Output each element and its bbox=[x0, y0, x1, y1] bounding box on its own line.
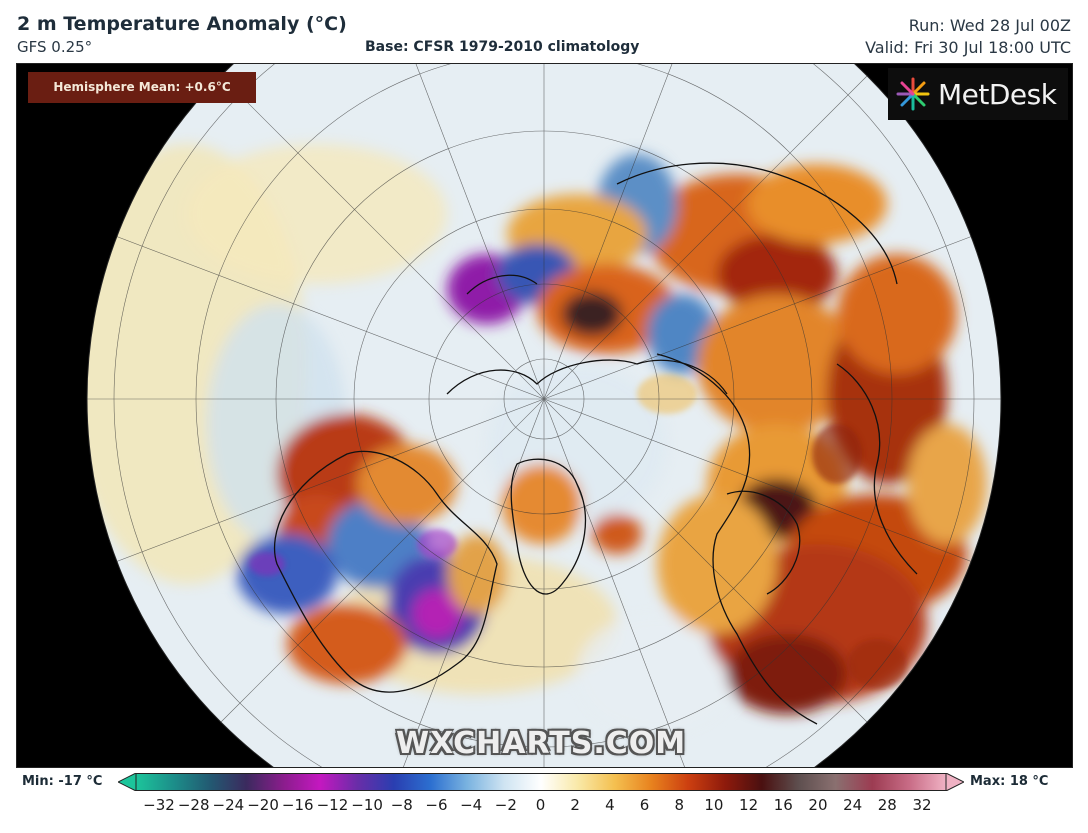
colorbar-tick-label: −20 bbox=[247, 796, 279, 814]
wxcharts-watermark: WXCHARTS.COM bbox=[396, 726, 687, 761]
colorbar-tick-label: 20 bbox=[808, 796, 828, 814]
colorbar-tick-label: −2 bbox=[494, 796, 517, 814]
metdesk-logo-text: MetDesk bbox=[938, 77, 1057, 111]
colorbar-tick-label: −28 bbox=[177, 796, 210, 814]
colorbar-tick-label: −10 bbox=[351, 796, 383, 814]
graticule bbox=[87, 64, 1001, 767]
colorbar-tick-label: 2 bbox=[570, 796, 580, 814]
metdesk-logo-icon bbox=[896, 77, 930, 111]
disc-edge bbox=[86, 64, 1002, 767]
polar-map bbox=[17, 64, 1072, 767]
colorbar-tick-label: −8 bbox=[390, 796, 413, 814]
colorbar-tick-label: 10 bbox=[704, 796, 724, 814]
run-time-label: Run: Wed 28 Jul 00Z bbox=[908, 16, 1071, 35]
colorbar-gradient bbox=[135, 773, 947, 791]
colorbar-max-label: Max: 18 °C bbox=[970, 774, 1049, 789]
colorbar-tick-label: 0 bbox=[535, 796, 546, 814]
colorbar-min-label: Min: -17 °C bbox=[22, 774, 103, 789]
valid-time-label: Valid: Fri 30 Jul 18:00 UTC bbox=[865, 38, 1071, 57]
colorbar-low-arrow bbox=[118, 773, 137, 791]
colorbar-tick-label: 12 bbox=[739, 796, 759, 814]
colorbar-tick-label: 16 bbox=[773, 796, 793, 814]
colorbar-tick-label: 4 bbox=[605, 796, 615, 814]
map-panel[interactable] bbox=[16, 63, 1073, 768]
model-label: GFS 0.25° bbox=[17, 38, 93, 56]
colorbar bbox=[118, 773, 964, 791]
colorbar-tick-label: 32 bbox=[912, 796, 932, 814]
colorbar-tick-label: 24 bbox=[843, 796, 863, 814]
climatology-base-label: Base: CFSR 1979-2010 climatology bbox=[365, 39, 640, 55]
colorbar-high-arrow bbox=[945, 773, 964, 791]
colorbar-tick-label: −24 bbox=[212, 796, 245, 814]
colorbar-tick-label: 8 bbox=[674, 796, 684, 814]
hemisphere-mean-badge: Hemisphere Mean: +0.6°C bbox=[28, 72, 256, 103]
coastlines bbox=[273, 162, 918, 725]
metdesk-logo: MetDesk bbox=[888, 68, 1068, 120]
colorbar-tick-label: −16 bbox=[281, 796, 314, 814]
colorbar-tick-label: −32 bbox=[143, 796, 175, 814]
chart-title: 2 m Temperature Anomaly (°C) bbox=[17, 13, 347, 35]
colorbar-ticks: −32 −28 −24 −20 −16 −12 −10 −8 −6 −4 −2 0 2 4 6 8 10 12 16… bbox=[0, 796, 1088, 818]
colorbar-tick-label: 6 bbox=[639, 796, 650, 814]
colorbar-tick-label: −12 bbox=[316, 796, 349, 814]
anomaly-field bbox=[87, 64, 1001, 767]
colorbar-tick-label: −4 bbox=[460, 796, 483, 814]
colorbar-tick-label: 28 bbox=[877, 796, 897, 814]
colorbar-tick-label: −6 bbox=[425, 796, 448, 814]
